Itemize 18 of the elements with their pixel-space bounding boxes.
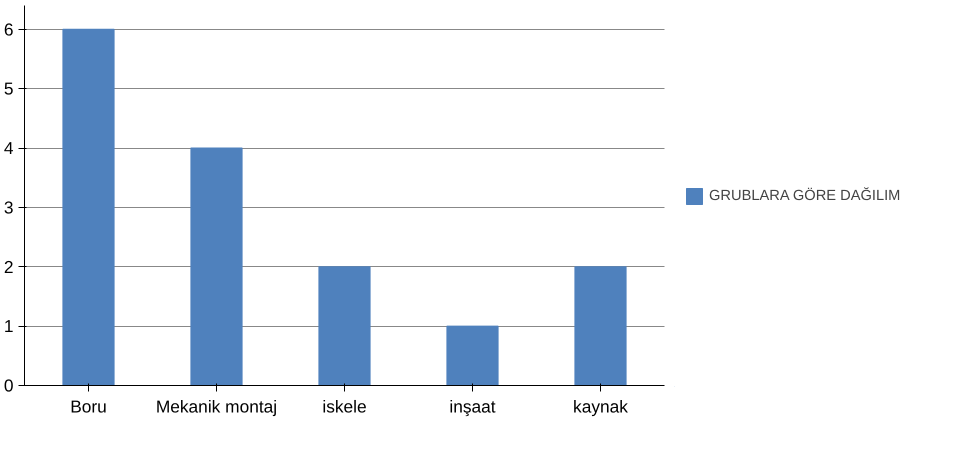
y-tick-label: 4 bbox=[4, 138, 14, 158]
x-tick-label: Boru bbox=[70, 396, 107, 416]
y-tick-label: 6 bbox=[4, 19, 14, 40]
y-tick-label: 2 bbox=[4, 256, 14, 277]
legend-label: GRUBLARA GÖRE DAĞILIM bbox=[709, 188, 900, 204]
y-tick-label: 0 bbox=[4, 376, 14, 396]
x-tick-label: kaynak bbox=[573, 396, 628, 416]
bar bbox=[446, 326, 499, 386]
x-tick-label: inşaat bbox=[449, 396, 496, 416]
x-tick-label: iskele bbox=[322, 396, 367, 416]
bar bbox=[318, 266, 371, 386]
bar bbox=[62, 28, 115, 386]
y-tick-label: 5 bbox=[4, 78, 14, 99]
y-tick-label: 3 bbox=[4, 197, 14, 218]
bar bbox=[574, 266, 627, 386]
bar bbox=[190, 148, 243, 386]
x-tick-label: Mekanik montaj bbox=[156, 396, 278, 416]
y-tick-label: 1 bbox=[4, 316, 14, 336]
